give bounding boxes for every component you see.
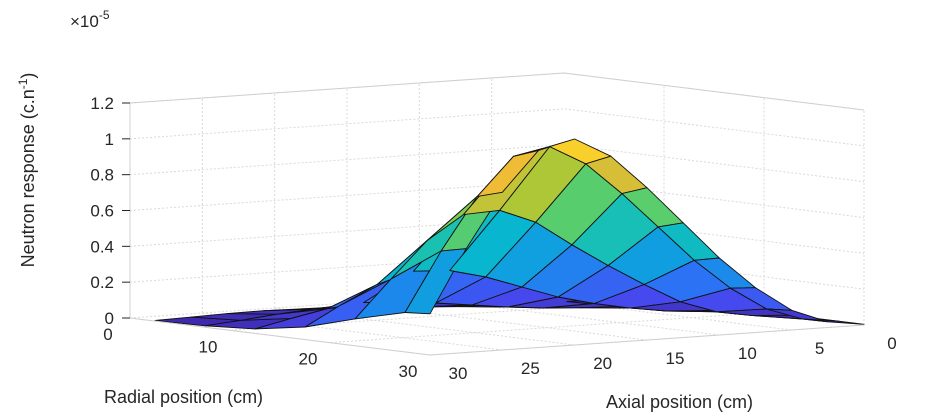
y-tick-label: 0 (887, 334, 896, 353)
tick-labels: 0 0.2 0.4 0.6 0.8 1 1.2 0 10 20 30 30 25 20 15 10 5 0 (90, 94, 896, 383)
y-axis-line (429, 324, 865, 356)
box-top (129, 72, 865, 111)
y-tick-label: 30 (449, 364, 468, 383)
z-gridline (129, 144, 865, 183)
z-axis-label: Neutron response (c.n-1) (16, 73, 38, 268)
y-tick-label: 20 (593, 354, 612, 373)
z-tick-label: 1.2 (90, 94, 114, 113)
x-tick-label: 10 (199, 337, 218, 356)
y-axis-label: Axial position (cm) (606, 392, 753, 412)
z-tick-label: 0.4 (90, 237, 114, 256)
z-axis-multiplier: ×10-5 (70, 8, 110, 31)
z-gridline (129, 108, 865, 147)
y-tick-label: 5 (815, 339, 824, 358)
x-axis-line (129, 317, 431, 356)
z-gridline (129, 72, 865, 111)
y-tick-label: 10 (738, 344, 757, 363)
z-tick-label: 0.6 (90, 202, 114, 221)
z-gridline (129, 179, 865, 218)
x-tick-label: 20 (299, 350, 318, 369)
z-tick-label: 1 (105, 130, 114, 149)
surface-facet (802, 318, 865, 325)
z-gridline (129, 215, 865, 254)
x-axis-label: Radial position (cm) (104, 387, 263, 407)
y-tick-label: 25 (521, 359, 540, 378)
z-tick-label: 0.2 (90, 273, 114, 292)
x-tick-label: 0 (103, 325, 112, 344)
y-tick-label: 15 (666, 349, 685, 368)
x-tick-label: 30 (399, 362, 418, 381)
z-tick-label: 0 (105, 309, 114, 328)
z-gridline (129, 251, 865, 290)
surface-mesh (154, 138, 865, 330)
z-tick-label: 0.8 (90, 166, 114, 185)
